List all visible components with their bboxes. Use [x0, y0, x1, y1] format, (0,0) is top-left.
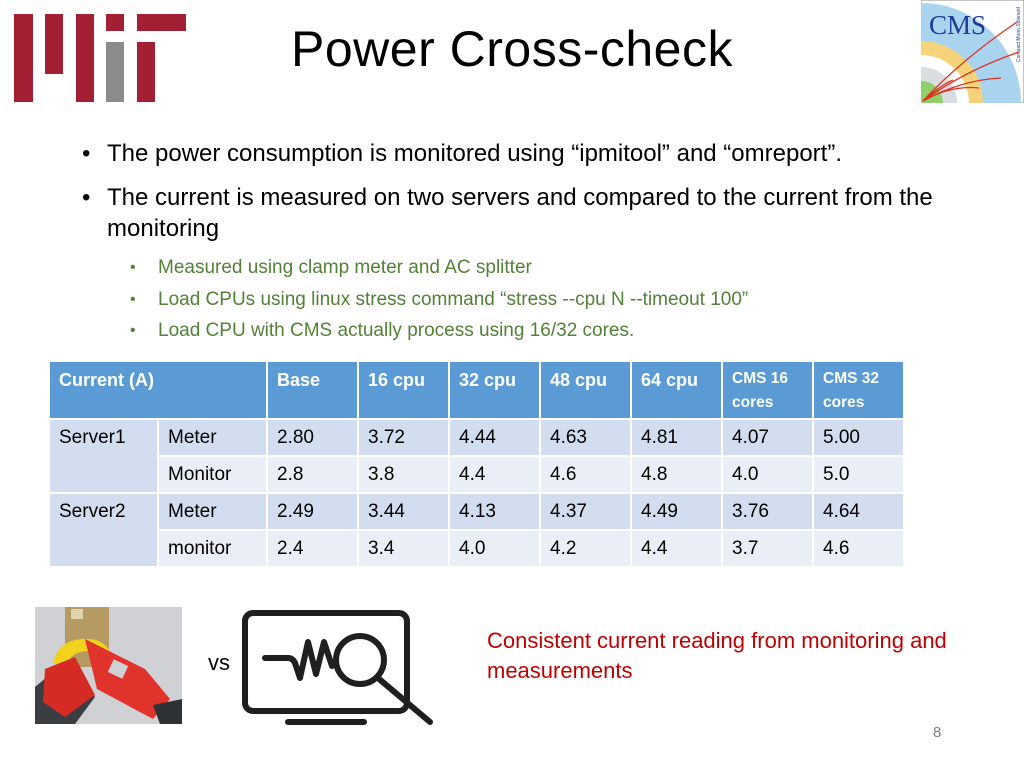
table-cell: 4.4: [450, 457, 539, 492]
main-bullet-list: The power consumption is monitored using…: [80, 138, 960, 257]
clamp-meter-photo: [35, 607, 182, 724]
table-cell: 4.13: [450, 494, 539, 529]
table-cell: 2.80: [268, 420, 357, 455]
table-cell: 3.4: [359, 531, 448, 566]
table-cell: 4.44: [450, 420, 539, 455]
table-row: monitor 2.4 3.4 4.0 4.2 4.4 3.7 4.6: [50, 531, 903, 566]
column-header: CMS 32 cores: [814, 362, 903, 418]
table-cell: 4.6: [814, 531, 903, 566]
bullet-item: The current is measured on two servers a…: [80, 182, 960, 244]
svg-text:Compact Muon Solenoid: Compact Muon Solenoid: [1016, 7, 1022, 62]
table-cell: 4.4: [632, 531, 721, 566]
conclusion-text: Consistent current reading from monitori…: [487, 628, 947, 683]
column-header-current: Current (A): [50, 362, 266, 418]
server-label: Server1: [50, 420, 157, 492]
sub-bullet-item: Load CPUs using linux stress command “st…: [130, 284, 748, 316]
row-type: Meter: [159, 494, 266, 529]
bullet-item: The power consumption is monitored using…: [80, 138, 960, 169]
table-cell: 4.8: [632, 457, 721, 492]
table-cell: 4.49: [632, 494, 721, 529]
monitoring-screen-icon: [242, 610, 433, 725]
server-label: Server2: [50, 494, 157, 566]
table-row: Monitor 2.8 3.8 4.4 4.6 4.8 4.0 5.0: [50, 457, 903, 492]
column-header: 48 cpu: [541, 362, 630, 418]
table-cell: 3.44: [359, 494, 448, 529]
cms-logo: CMS Compact Muon Solenoid: [921, 0, 1024, 103]
table-cell: 4.64: [814, 494, 903, 529]
table-cell: 4.63: [541, 420, 630, 455]
table-cell: 3.7: [723, 531, 812, 566]
column-header: 64 cpu: [632, 362, 721, 418]
column-header: Base: [268, 362, 357, 418]
table-header-row: Current (A) Base 16 cpu 32 cpu 48 cpu 64…: [50, 362, 903, 418]
svg-text:CMS: CMS: [929, 10, 986, 40]
current-comparison-table: Current (A) Base 16 cpu 32 cpu 48 cpu 64…: [48, 360, 905, 568]
table-cell: 4.0: [723, 457, 812, 492]
table-cell: 2.49: [268, 494, 357, 529]
column-header: CMS 16 cores: [723, 362, 812, 418]
table-cell: 2.8: [268, 457, 357, 492]
table-cell: 4.6: [541, 457, 630, 492]
vs-label: vs: [208, 650, 230, 675]
table-cell: 4.81: [632, 420, 721, 455]
column-header: 32 cpu: [450, 362, 539, 418]
slide-title: Power Cross-check: [291, 21, 733, 77]
mit-logo: [14, 14, 186, 102]
row-type: Meter: [159, 420, 266, 455]
sub-bullet-item: Measured using clamp meter and AC splitt…: [130, 252, 748, 284]
table-cell: 5.00: [814, 420, 903, 455]
page-number: 8: [933, 724, 942, 741]
table-cell: 4.37: [541, 494, 630, 529]
row-type: Monitor: [159, 457, 266, 492]
table-cell: 4.0: [450, 531, 539, 566]
table-cell: 5.0: [814, 457, 903, 492]
column-header: 16 cpu: [359, 362, 448, 418]
table-row: Server2 Meter 2.49 3.44 4.13 4.37 4.49 3…: [50, 494, 903, 566]
row-type: monitor: [159, 531, 266, 566]
table-row: Server1 Meter 2.80 3.72 4.44 4.63 4.81 4…: [50, 420, 903, 492]
table-cell: 3.72: [359, 420, 448, 455]
sub-bullet-item: Load CPU with CMS actually process using…: [130, 315, 748, 347]
table-cell: 3.76: [723, 494, 812, 529]
table-cell: 4.07: [723, 420, 812, 455]
table-cell: 4.2: [541, 531, 630, 566]
table-cell: 3.8: [359, 457, 448, 492]
sub-bullet-list: Measured using clamp meter and AC splitt…: [130, 252, 748, 347]
table-cell: 2.4: [268, 531, 357, 566]
